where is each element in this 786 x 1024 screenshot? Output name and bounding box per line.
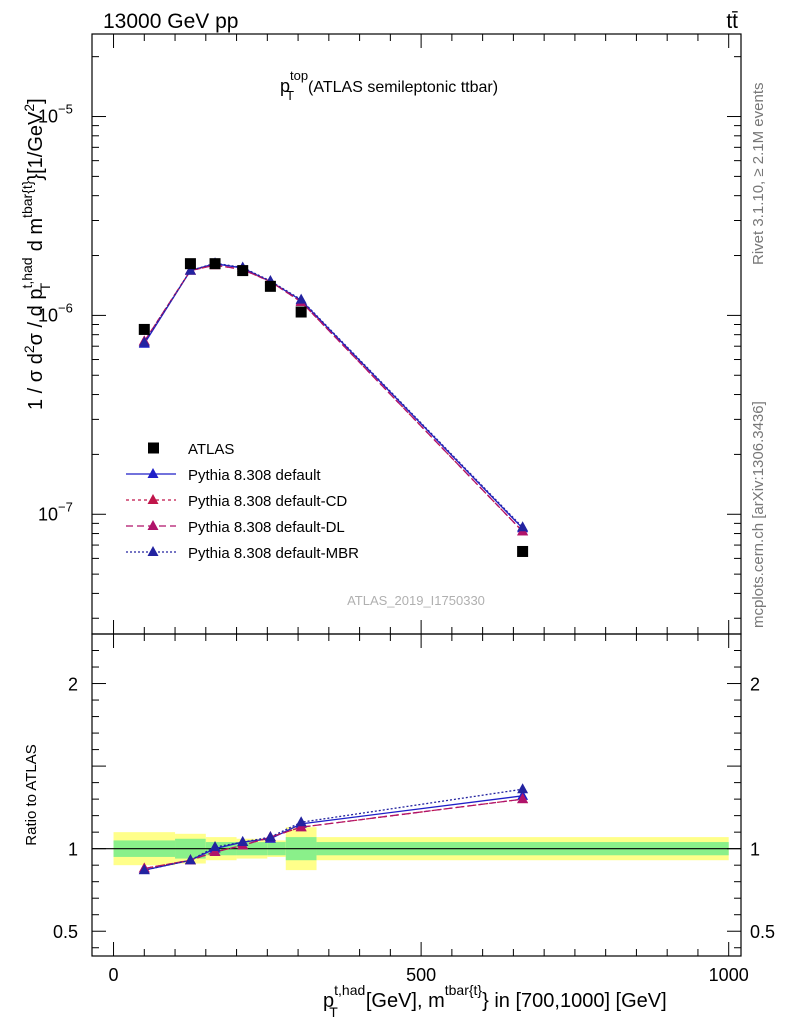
ratio-marker-3 — [264, 831, 276, 842]
ratio-series — [138, 783, 529, 875]
x-label-p-sup: t,had — [334, 982, 365, 998]
legend-marker-2 — [147, 520, 159, 530]
y-label-sup2: tbar{t} — [19, 180, 35, 218]
x-label-mid: [GeV], m — [366, 990, 445, 1012]
y-label-exp1: 2 — [21, 345, 37, 353]
ratio-marker-3 — [517, 783, 529, 794]
main-y-tick-exp: −7 — [58, 499, 73, 514]
series-line-0 — [143, 263, 524, 529]
ratio-frame — [91, 633, 742, 957]
data-point — [295, 306, 307, 318]
plot-title-rest: (ATLAS semileptonic ttbar) — [308, 79, 498, 96]
analysis-watermark: ATLAS_2019_I1750330 — [347, 593, 485, 608]
x-tick-label: 1000 — [709, 965, 749, 985]
main-panel: 10−710−610−5 ptop T (ATLAS semileptonic tt… — [19, 33, 742, 635]
series-line-2 — [143, 264, 524, 532]
y-label-exp2: 2 — [21, 104, 37, 112]
mcplots-label: mcplots.cern.ch [arXiv:1306.3436] — [750, 401, 767, 628]
main-y-tick-label: 10−5 — [38, 102, 73, 127]
legend: ATLAS Pythia 8.308 default Pythia 8.308 de… — [126, 441, 359, 562]
data-point — [517, 545, 529, 557]
ratio-y-tick-label-right: 1 — [750, 840, 760, 860]
main-y-ticks: 10−710−610−5 — [38, 56, 741, 619]
series-marker-3 — [295, 293, 307, 304]
y-label-sup: t,had — [19, 257, 35, 288]
y-label-part2: σ / d p — [25, 289, 47, 346]
plot-title: ptop T (ATLAS semileptonic ttbar) — [280, 68, 498, 103]
energy-label: 13000 GeV pp — [103, 10, 238, 33]
data-point — [264, 280, 276, 292]
main-y-tick-exp: −6 — [58, 300, 73, 315]
data-point — [184, 258, 196, 270]
legend-marker-3 — [147, 546, 159, 556]
ratio-panel: 0.5 0.5 1 1 2 2 0 500 1000 Ratio to ATLAS — [23, 633, 775, 985]
ratio-marker-2 — [517, 793, 529, 804]
x-axis-label: pt,had T [GeV], mtbar{t}} in [700,1000] [G… — [323, 982, 667, 1020]
y-label-part1: 1 / σ d — [25, 353, 47, 410]
ratio-y-tick-label-left: 1 — [68, 840, 78, 860]
legend-label-1: Pythia 8.308 default-CD — [188, 493, 347, 510]
y-label-part5: ] — [25, 98, 47, 104]
main-y-tick-base: 10 — [38, 107, 58, 127]
ratio-y-tick-label-right: 0.5 — [750, 922, 775, 942]
main-y-label: 1 / σ d2σ / d pt,had T d mtbar{t}}[1/GeV2… — [19, 98, 53, 410]
x-tick-label: 0 — [109, 965, 119, 985]
y-label-sub: T — [37, 282, 53, 291]
ratio-y-label: Ratio to ATLAS — [23, 744, 40, 845]
main-y-tick-exp: −5 — [58, 102, 73, 117]
x-label-m-sup: tbar{t} — [445, 982, 483, 998]
ratio-y-tick-label-left: 0.5 — [53, 922, 78, 942]
plot-title-sup: top — [290, 68, 308, 83]
ratio-marker-3 — [209, 841, 221, 852]
main-x-ticks — [113, 34, 730, 634]
main-y-tick-base: 10 — [38, 504, 58, 524]
legend-marker-1 — [147, 494, 159, 504]
legend-marker-0 — [147, 468, 159, 478]
ratio-marker-3 — [184, 854, 196, 865]
legend-label-3: Pythia 8.308 default-MBR — [188, 545, 359, 562]
series-marker-3 — [517, 521, 529, 532]
main-y-tick-label: 10−6 — [38, 300, 73, 325]
ratio-y-ticks: 0.5 0.5 1 1 2 2 — [53, 650, 775, 949]
series-line-3 — [143, 262, 524, 528]
main-frame — [91, 33, 742, 635]
main-y-tick-base: 10 — [38, 305, 58, 325]
ratio-x-ticks: 0 500 1000 — [109, 634, 749, 985]
ratio-marker-3 — [138, 864, 150, 875]
legend-label-2: Pythia 8.308 default-DL — [188, 519, 345, 536]
ratio-y-tick-label-right: 2 — [750, 675, 760, 695]
x-label-p: p — [323, 990, 334, 1012]
legend-label-0: Pythia 8.308 default — [188, 467, 321, 484]
legend-marker-atlas — [148, 442, 159, 454]
plot-title-p: p — [280, 76, 290, 96]
x-tick-label: 500 — [406, 965, 436, 985]
series-line-1 — [143, 264, 524, 532]
y-label-part3: d m — [25, 218, 47, 257]
series-marker-3 — [138, 336, 150, 347]
ratio-marker-3 — [237, 836, 249, 847]
x-label-p-sub: T — [329, 1004, 338, 1020]
ratio-marker-3 — [295, 816, 307, 827]
main-y-tick-label: 10−7 — [38, 499, 73, 524]
data-point — [209, 258, 221, 270]
plot-title-sub: T — [286, 88, 294, 103]
data-point — [138, 323, 150, 335]
x-label-rest: } in [700,1000] [GeV] — [482, 990, 667, 1012]
data-points — [138, 258, 529, 557]
ratio-y-tick-label-left: 2 — [68, 675, 78, 695]
rivet-label: Rivet 3.1.10, ≥ 2.1M events — [750, 83, 767, 266]
y-label-part4: }[1/GeV — [25, 111, 47, 181]
process-label: tt̄ — [726, 10, 738, 33]
legend-label-atlas: ATLAS — [188, 441, 234, 458]
data-point — [237, 265, 249, 277]
series-marker-3 — [184, 264, 196, 275]
